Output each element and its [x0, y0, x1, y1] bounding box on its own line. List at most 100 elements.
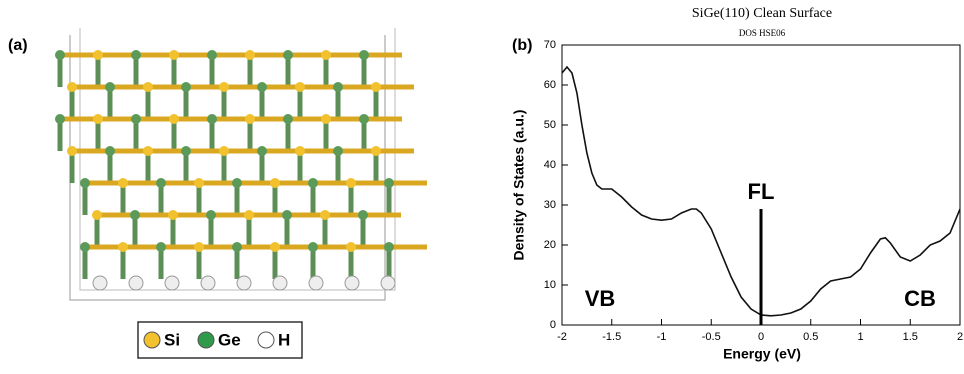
legend-label: H	[278, 330, 290, 349]
x-tick-label: 1.5	[903, 331, 918, 343]
legend-swatch	[258, 332, 274, 348]
chart-subtitle: DOS HSE06	[739, 28, 786, 38]
atom	[156, 178, 166, 188]
atom	[131, 50, 141, 60]
atom	[257, 146, 267, 156]
y-tick-label: 20	[544, 239, 556, 251]
y-tick-label: 40	[544, 159, 556, 171]
atom	[309, 276, 323, 290]
atom	[320, 210, 330, 220]
atom	[194, 242, 204, 252]
atom	[93, 114, 103, 124]
atom	[93, 276, 107, 290]
x-tick-label: -2	[557, 331, 567, 343]
atom	[321, 114, 331, 124]
panel-label: (a)	[8, 37, 28, 54]
atom	[169, 114, 179, 124]
atom	[270, 178, 280, 188]
annotation: VB	[585, 286, 616, 311]
atom	[93, 50, 103, 60]
atom	[257, 82, 267, 92]
atom	[118, 178, 128, 188]
atom	[245, 114, 255, 124]
atom	[245, 50, 255, 60]
atom	[169, 50, 179, 60]
atom	[143, 146, 153, 156]
y-tick-label: 50	[544, 119, 556, 131]
atom	[232, 242, 242, 252]
atom	[55, 114, 65, 124]
atom	[181, 146, 191, 156]
atom	[219, 146, 229, 156]
figure: (a) (b) Si Ge H SiGe(110) Clean Surface …	[0, 0, 964, 369]
atom	[232, 178, 242, 188]
y-tick-label: 30	[544, 199, 556, 211]
atom	[165, 276, 179, 290]
atom	[131, 114, 141, 124]
atom	[181, 82, 191, 92]
x-tick-label: -1	[657, 331, 667, 343]
atom	[295, 82, 305, 92]
atom	[207, 114, 217, 124]
x-tick-label: -1.5	[602, 331, 621, 343]
atom	[118, 242, 128, 252]
atom	[359, 114, 369, 124]
atom	[384, 178, 394, 188]
atom	[283, 50, 293, 60]
atom	[295, 146, 305, 156]
panel-label: (b)	[512, 37, 532, 54]
atom	[67, 146, 77, 156]
atom	[282, 210, 292, 220]
atom	[345, 276, 359, 290]
atom	[156, 242, 166, 252]
atom	[80, 242, 90, 252]
atom	[105, 146, 115, 156]
chart-title: SiGe(110) Clean Surface	[692, 6, 832, 21]
atom	[168, 210, 178, 220]
atom	[371, 82, 381, 92]
y-tick-label: 0	[550, 319, 556, 331]
atom	[270, 242, 280, 252]
x-tick-label: 0	[758, 331, 764, 343]
y-tick-label: 70	[544, 39, 556, 51]
crystal-structure	[55, 28, 427, 300]
legend-swatch	[198, 332, 214, 348]
atom	[55, 50, 65, 60]
legend-swatch	[144, 332, 160, 348]
x-tick-label: 2	[957, 331, 963, 343]
atom	[130, 210, 140, 220]
atom	[308, 178, 318, 188]
atom	[358, 210, 368, 220]
atom	[371, 146, 381, 156]
y-tick-label: 10	[544, 279, 556, 291]
atom	[201, 276, 215, 290]
atom	[346, 242, 356, 252]
legend-label: Ge	[218, 330, 241, 349]
atom	[384, 242, 394, 252]
atom	[359, 50, 369, 60]
atom	[105, 82, 115, 92]
atom	[283, 114, 293, 124]
atom	[321, 50, 331, 60]
atom	[143, 82, 153, 92]
x-tick-label: -0.5	[702, 331, 721, 343]
atom	[67, 82, 77, 92]
legend-label: Si	[164, 330, 180, 349]
x-tick-label: 0.5	[803, 331, 818, 343]
atom	[206, 210, 216, 220]
atom	[219, 82, 229, 92]
annotation: CB	[904, 286, 936, 311]
atom	[237, 276, 251, 290]
atom	[273, 276, 287, 290]
x-tick-label: 1	[857, 331, 863, 343]
atom	[80, 178, 90, 188]
atom	[92, 210, 102, 220]
atom	[194, 178, 204, 188]
atom	[129, 276, 143, 290]
atom	[381, 276, 395, 290]
atom	[333, 146, 343, 156]
atom	[207, 50, 217, 60]
fermi-level-label: FL	[748, 179, 775, 204]
y-tick-label: 60	[544, 79, 556, 91]
atom	[244, 210, 254, 220]
